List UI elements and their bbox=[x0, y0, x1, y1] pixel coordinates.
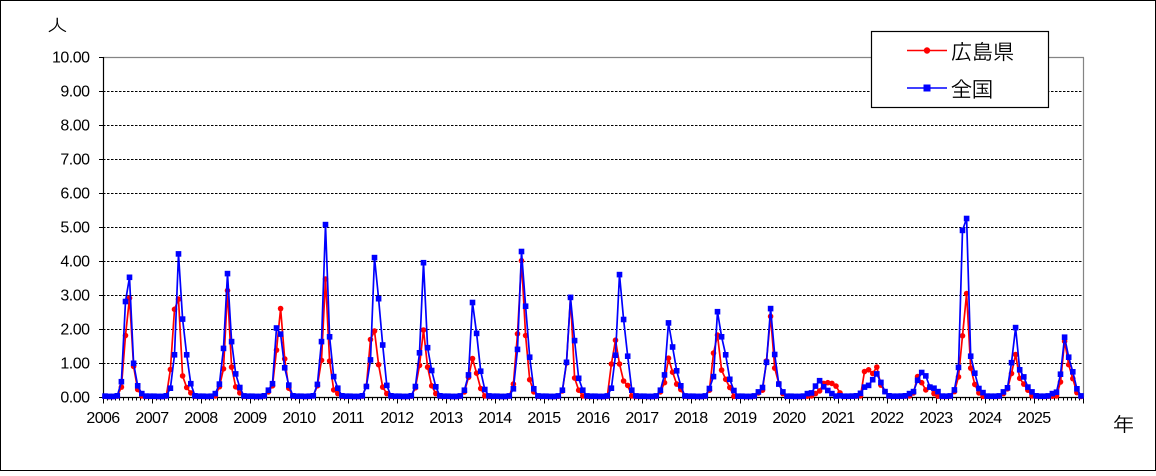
svg-text:3.00: 3.00 bbox=[60, 287, 90, 304]
svg-text:10.00: 10.00 bbox=[52, 49, 90, 66]
svg-text:8.00: 8.00 bbox=[60, 117, 90, 134]
svg-text:2011: 2011 bbox=[332, 410, 365, 427]
svg-text:2006: 2006 bbox=[86, 410, 120, 427]
svg-text:2008: 2008 bbox=[184, 410, 218, 427]
svg-text:2022: 2022 bbox=[870, 410, 904, 427]
svg-text:2012: 2012 bbox=[380, 410, 414, 427]
svg-text:7.00: 7.00 bbox=[60, 151, 90, 168]
svg-text:2007: 2007 bbox=[135, 410, 169, 427]
svg-text:2025: 2025 bbox=[1017, 410, 1051, 427]
svg-text:2020: 2020 bbox=[772, 410, 806, 427]
svg-text:2024: 2024 bbox=[968, 410, 1002, 427]
svg-text:2010: 2010 bbox=[282, 410, 316, 427]
svg-text:4.00: 4.00 bbox=[60, 253, 90, 270]
svg-text:2016: 2016 bbox=[576, 410, 610, 427]
svg-text:2013: 2013 bbox=[429, 410, 463, 427]
svg-text:2019: 2019 bbox=[723, 410, 757, 427]
svg-text:2.00: 2.00 bbox=[60, 321, 90, 338]
svg-text:2009: 2009 bbox=[233, 410, 267, 427]
svg-text:0.00: 0.00 bbox=[60, 389, 90, 406]
svg-text:5.00: 5.00 bbox=[60, 219, 90, 236]
svg-text:9.00: 9.00 bbox=[60, 83, 90, 100]
svg-text:2014: 2014 bbox=[478, 410, 512, 427]
svg-text:1.00: 1.00 bbox=[60, 355, 90, 372]
svg-text:6.00: 6.00 bbox=[60, 185, 90, 202]
svg-text:2018: 2018 bbox=[674, 410, 708, 427]
svg-text:2023: 2023 bbox=[919, 410, 953, 427]
svg-text:2017: 2017 bbox=[625, 410, 659, 427]
svg-text:2021: 2021 bbox=[821, 410, 855, 427]
svg-text:2015: 2015 bbox=[527, 410, 561, 427]
